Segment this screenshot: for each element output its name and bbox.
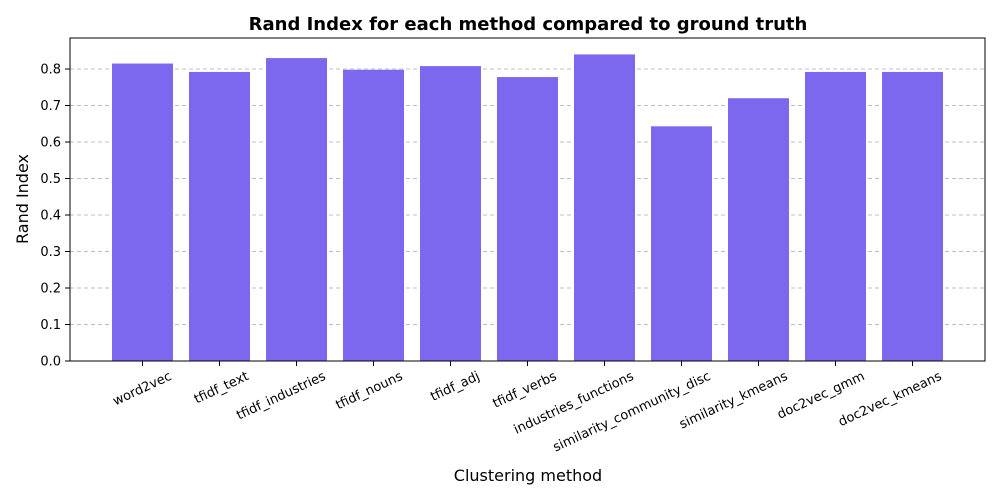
- y-tick-label: 0.7: [40, 99, 61, 114]
- y-tick-label: 0.5: [40, 172, 61, 187]
- y-tick-label: 0.3: [40, 245, 61, 260]
- x-tick-label: tfidf_verbs: [491, 369, 560, 412]
- bar-similarity-kmeans: [728, 98, 789, 361]
- bar-similarity-community-disc: [651, 126, 712, 361]
- y-axis-ticks: 0.0 0.1 0.2 0.3 0.4 0.5 0.6 0.7 0.8: [40, 63, 70, 370]
- bars: [112, 54, 943, 362]
- x-tick-label: tfidf_text: [192, 369, 251, 407]
- bar-tfidf-industries: [266, 58, 327, 361]
- y-tick-label: 0.2: [40, 282, 61, 297]
- bar-industries-functions: [574, 54, 635, 361]
- x-tick-label: word2vec: [111, 369, 175, 409]
- bar-doc2vec-gmm: [805, 71, 866, 361]
- bar-tfidf-adj: [420, 66, 481, 362]
- y-tick-label: 0.0: [40, 355, 61, 370]
- y-tick-label: 0.4: [40, 209, 61, 224]
- bar-tfidf-verbs: [497, 77, 558, 362]
- x-axis-label: Clustering method: [454, 466, 602, 485]
- x-tick-label: tfidf_nouns: [334, 369, 406, 413]
- chart-title: Rand Index for each method compared to g…: [249, 14, 808, 35]
- bar-tfidf-nouns: [343, 69, 404, 362]
- y-tick-label: 0.8: [40, 63, 61, 78]
- y-tick-label: 0.6: [40, 136, 61, 151]
- x-tick-label: tfidf_adj: [428, 369, 482, 405]
- bar-doc2vec-kmeans: [882, 71, 943, 361]
- y-axis-label: Rand Index: [13, 154, 32, 244]
- y-tick-label: 0.1: [40, 318, 61, 333]
- bar-tfidf-text: [189, 71, 250, 361]
- bar-word2vec: [112, 63, 173, 361]
